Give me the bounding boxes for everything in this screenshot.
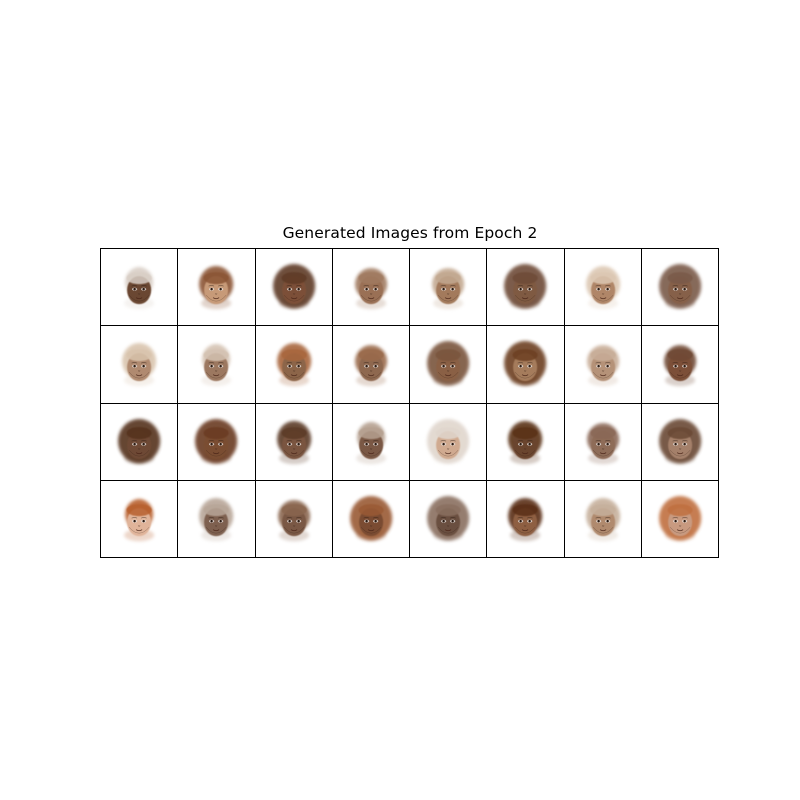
generated-face-image	[255, 326, 332, 403]
generated-face-image	[641, 249, 718, 326]
generated-face-image	[564, 403, 641, 480]
generated-face-image	[641, 326, 718, 403]
generated-face-image	[641, 403, 718, 480]
generated-face-image	[487, 480, 564, 557]
generated-face-image	[101, 480, 178, 557]
generated-face-image	[410, 249, 487, 326]
generated-face-image	[178, 480, 255, 557]
generated-face-image	[255, 249, 332, 326]
generated-face-image	[564, 249, 641, 326]
generated-face-image	[101, 326, 178, 403]
generated-face-image	[410, 403, 487, 480]
generated-face-image	[564, 480, 641, 557]
generated-face-image	[332, 326, 409, 403]
generated-face-image	[487, 249, 564, 326]
generated-face-image	[178, 326, 255, 403]
figure-title: Generated Images from Epoch 2	[282, 224, 538, 242]
generated-face-image	[255, 403, 332, 480]
generated-face-image	[178, 249, 255, 326]
generated-face-image	[410, 326, 487, 403]
generated-face-image	[332, 403, 409, 480]
generated-face-image	[332, 480, 409, 557]
generated-face-image	[101, 403, 178, 480]
generated-face-image	[178, 403, 255, 480]
generated-face-image	[641, 480, 718, 557]
generated-face-image	[332, 249, 409, 326]
image-grid	[100, 248, 719, 558]
generated-face-image	[487, 403, 564, 480]
generated-face-image	[255, 480, 332, 557]
generated-face-image	[410, 480, 487, 557]
generated-face-image	[487, 326, 564, 403]
generated-face-image	[564, 326, 641, 403]
generated-face-image	[101, 249, 178, 326]
